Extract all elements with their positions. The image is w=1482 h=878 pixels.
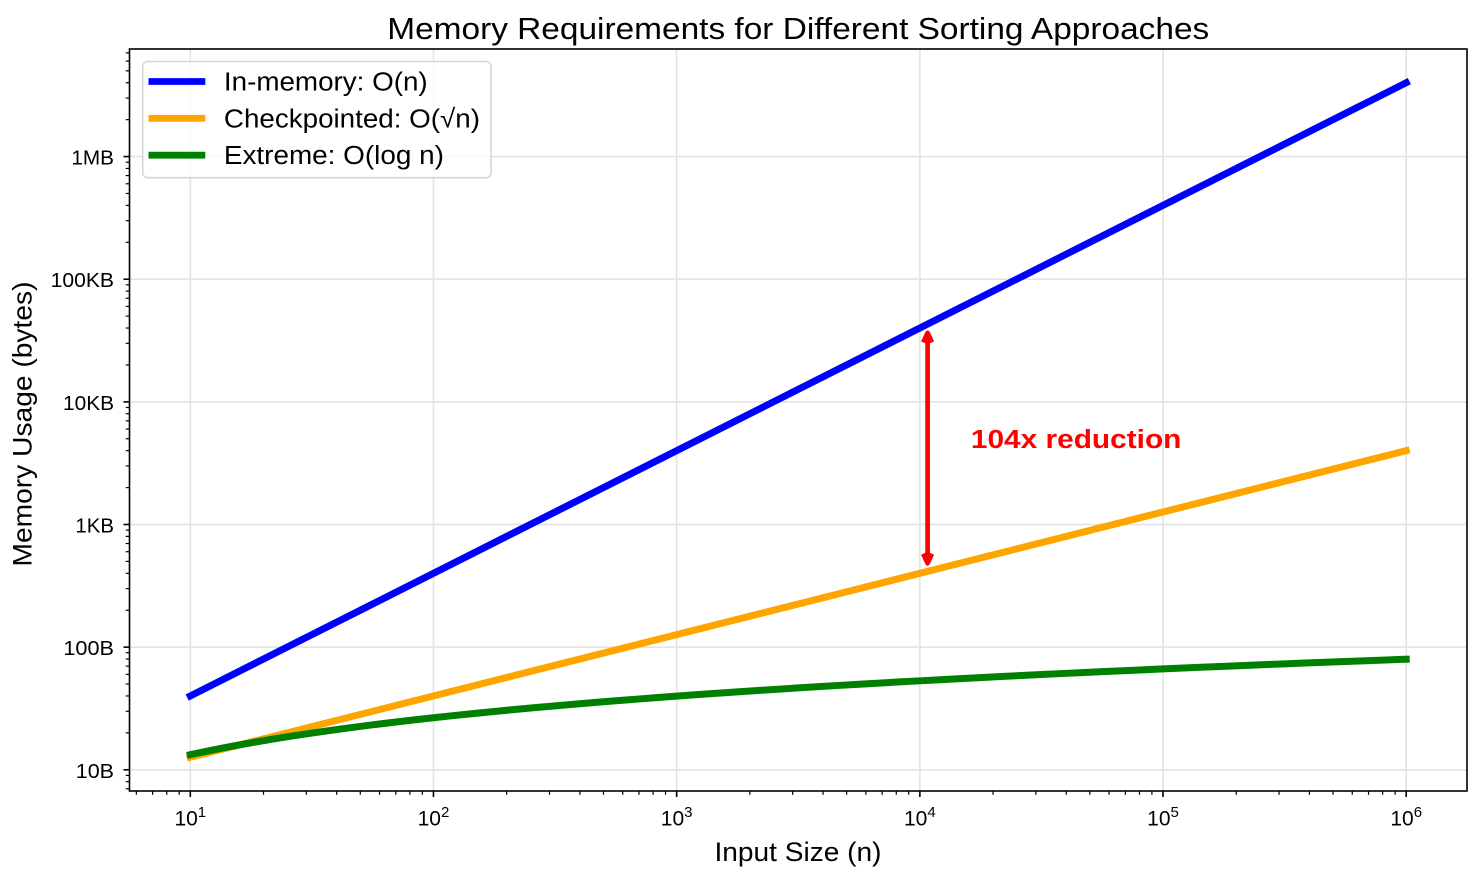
svg-text:100B: 100B (63, 637, 114, 660)
svg-text:104x reduction: 104x reduction (971, 424, 1182, 454)
svg-text:Checkpointed: O(√n): Checkpointed: O(√n) (224, 103, 480, 133)
svg-text:10B: 10B (76, 760, 114, 783)
svg-text:1MB: 1MB (71, 147, 114, 170)
svg-text:Extreme: O(log n): Extreme: O(log n) (224, 140, 444, 170)
svg-text:Memory Requirements for Differ: Memory Requirements for Different Sortin… (387, 12, 1209, 46)
svg-text:1KB: 1KB (75, 515, 114, 538)
svg-text:Input Size (n): Input Size (n) (715, 837, 882, 867)
svg-text:Memory Usage (bytes): Memory Usage (bytes) (8, 282, 38, 567)
svg-text:10KB: 10KB (63, 392, 114, 415)
svg-text:In-memory: O(n): In-memory: O(n) (224, 67, 428, 97)
svg-text:100KB: 100KB (51, 269, 114, 292)
